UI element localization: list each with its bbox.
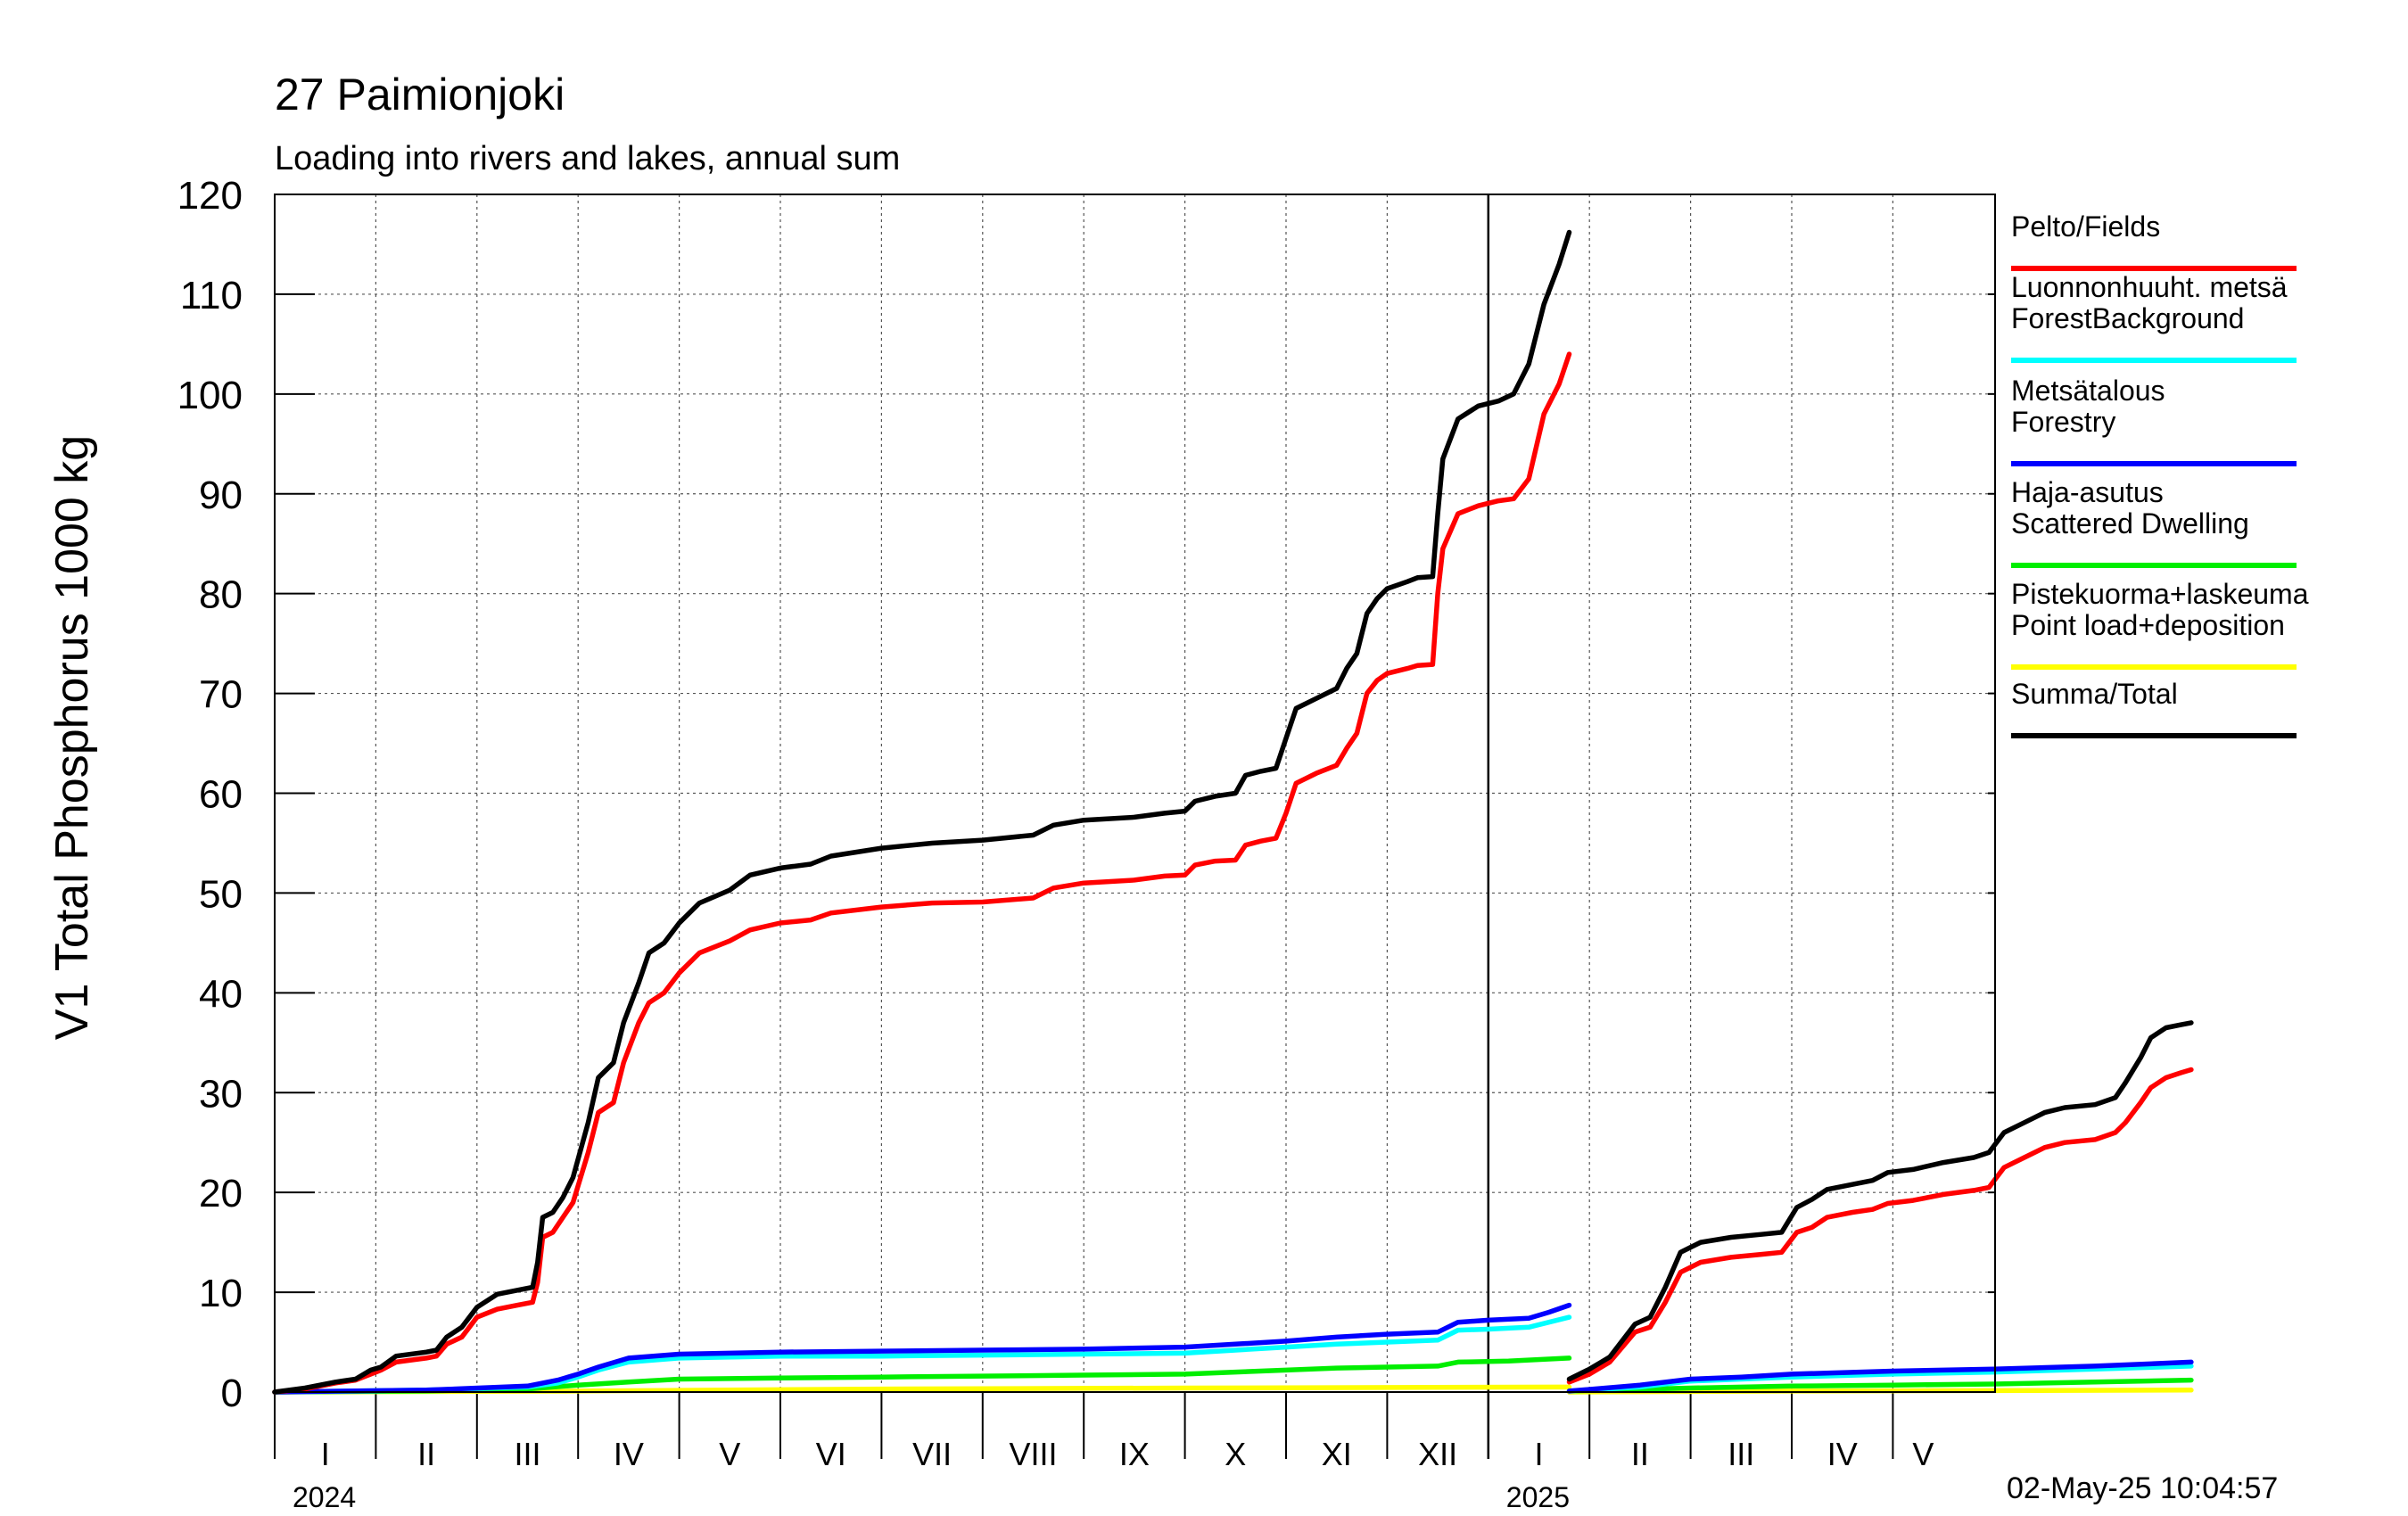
y-tick-label: 100: [177, 374, 243, 417]
series-line: [1566, 1020, 2194, 1382]
legend-label: Luonnonhuuht. metsä: [2011, 271, 2288, 303]
series-line: [1566, 1067, 2194, 1385]
series-lines: [272, 229, 2194, 1395]
series-line: [272, 1314, 1572, 1395]
y-tick-label: 120: [177, 174, 243, 218]
series-line: [272, 351, 1572, 1395]
series-line: [1566, 1377, 2194, 1394]
series-line: [272, 1302, 1572, 1395]
legend-label: Point load+deposition: [2011, 609, 2285, 641]
series-line: [1566, 1359, 2194, 1394]
year-label: 2025: [1506, 1481, 1570, 1513]
chart-subtitle: Loading into rivers and lakes, annual su…: [275, 140, 900, 177]
legend-label: Pistekuorma+laskeuma: [2011, 578, 2309, 610]
y-tick-label: 40: [199, 972, 243, 1016]
y-axis-label: V1 Total Phosphorus 1000 kg: [46, 435, 98, 1040]
y-tick-label: 70: [199, 673, 243, 717]
legend-label: Scattered Dwelling: [2011, 507, 2249, 540]
month-label: I: [321, 1436, 330, 1472]
legend-label: Summa/Total: [2011, 678, 2178, 710]
y-tick-label: 80: [199, 573, 243, 617]
month-label: II: [1631, 1436, 1649, 1472]
y-tick-label: 50: [199, 872, 243, 916]
y-tick-label: 20: [199, 1172, 243, 1215]
plot-frame: [274, 194, 1996, 1393]
month-label: VI: [816, 1436, 846, 1472]
year-label: 2024: [293, 1481, 356, 1513]
month-label: II: [417, 1436, 435, 1472]
month-label: X: [1225, 1436, 1246, 1472]
month-label: VII: [912, 1436, 952, 1472]
legend-label: Forestry: [2011, 406, 2115, 438]
y-tick-label: 90: [199, 474, 243, 517]
legend-label: ForestBackground: [2011, 302, 2244, 334]
month-label: IV: [1827, 1436, 1858, 1472]
y-tick-label: 10: [199, 1272, 243, 1315]
month-label: IX: [1119, 1436, 1150, 1472]
chart-title: 27 Paimionjoki: [275, 70, 565, 119]
month-label: VIII: [1009, 1436, 1057, 1472]
y-tick-label: 30: [199, 1072, 243, 1116]
month-label: III: [1728, 1436, 1754, 1472]
legend-label: Metsätalous: [2011, 375, 2165, 407]
month-label: I: [1534, 1436, 1543, 1472]
legend-label: Haja-asutus: [2011, 476, 2164, 508]
month-label: V: [1912, 1436, 1934, 1472]
month-label: III: [514, 1436, 540, 1472]
legend-label: Pelto/Fields: [2011, 210, 2160, 243]
y-tick-label: 110: [180, 274, 243, 317]
series-line: [272, 229, 1572, 1395]
month-label: IV: [614, 1436, 644, 1472]
y-tick-label: 0: [221, 1372, 243, 1415]
month-label: XII: [1418, 1436, 1457, 1472]
series-line: [272, 1355, 1572, 1395]
y-tick-labels: 0 10 20 30 40 50 60 70 80 90 100 110 120: [177, 174, 243, 1415]
legend: Pelto/Fields Luonnonhuuht. metsäForestBac…: [2011, 210, 2309, 738]
month-label: XI: [1322, 1436, 1352, 1472]
month-labels: I II III IV V VI VII VIII IX X XI XII I II III IV V: [321, 1436, 1934, 1472]
month-label: V: [719, 1436, 740, 1472]
timestamp: 02-May-25 10:04:57: [2007, 1471, 2278, 1505]
year-labels: 2024 2025: [293, 1481, 1570, 1513]
y-tick-label: 60: [199, 773, 243, 817]
